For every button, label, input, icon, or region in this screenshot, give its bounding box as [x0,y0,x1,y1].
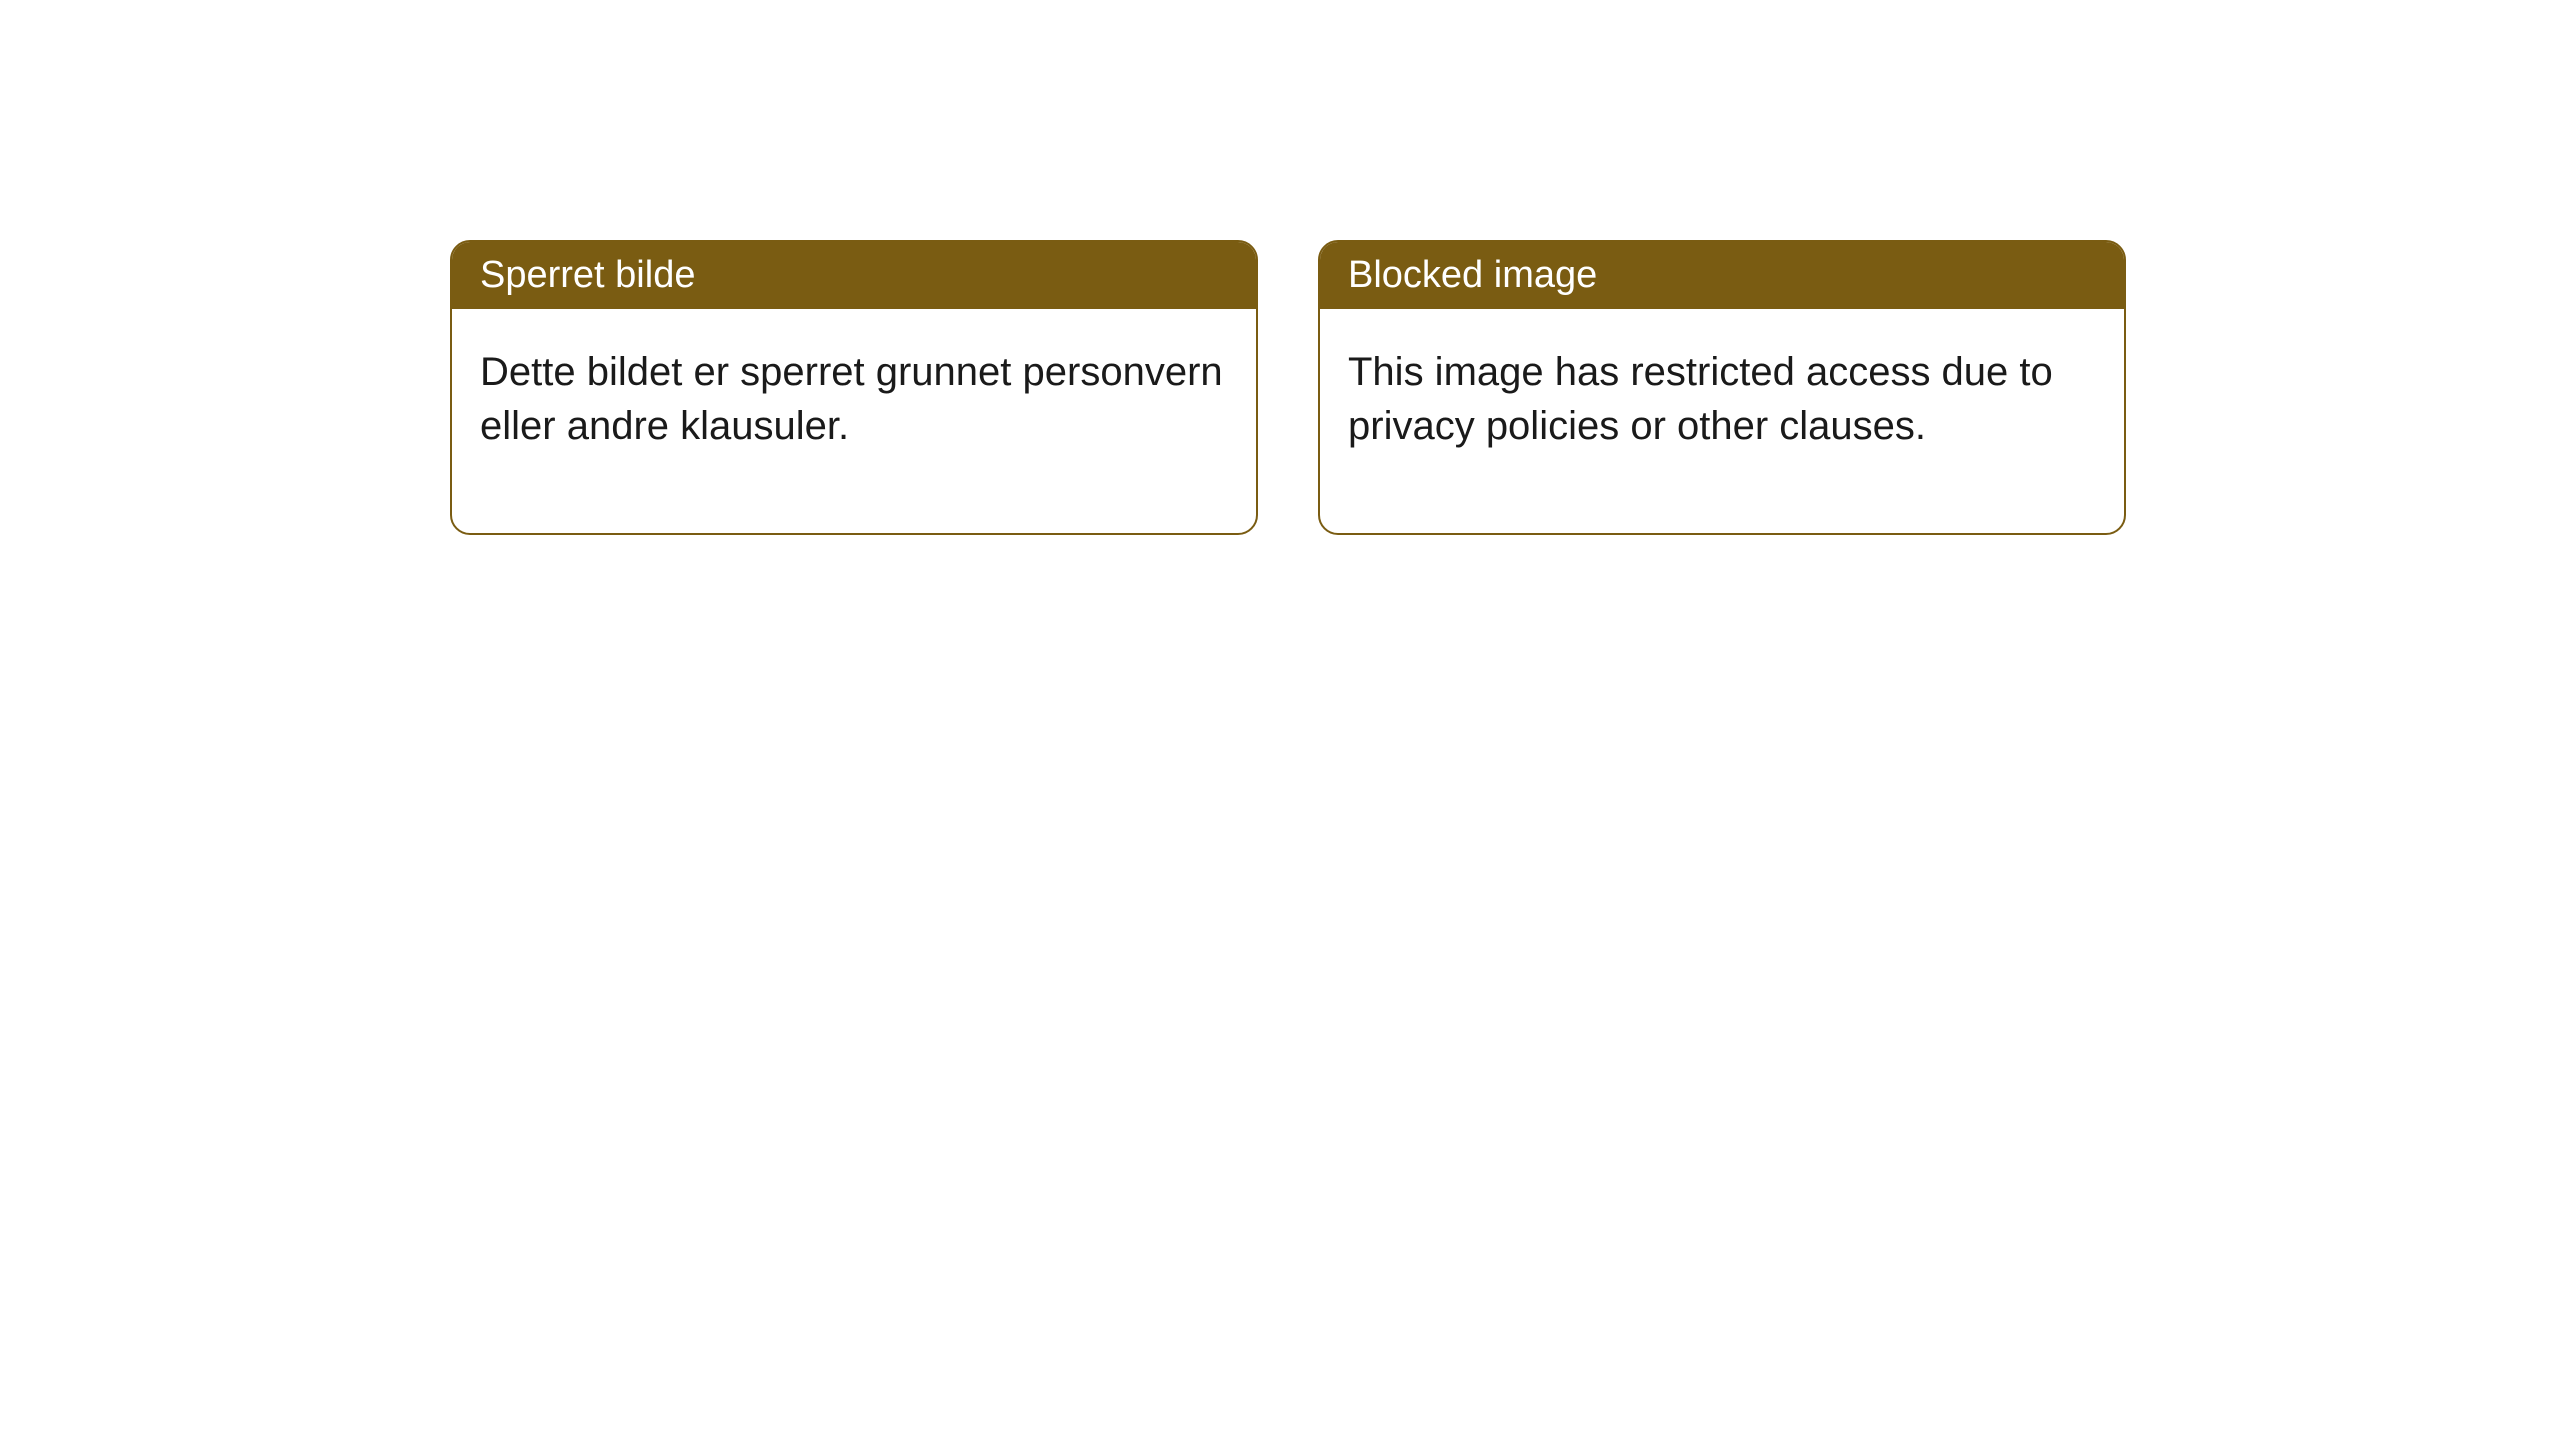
card-title: Sperret bilde [480,254,695,296]
card-body: This image has restricted access due to … [1320,309,2124,533]
card-header: Blocked image [1320,242,2124,309]
card-header: Sperret bilde [452,242,1256,309]
blocked-image-notice-no: Sperret bilde Dette bildet er sperret gr… [450,240,1258,535]
card-title: Blocked image [1348,254,1597,296]
card-body: Dette bildet er sperret grunnet personve… [452,309,1256,533]
card-message: This image has restricted access due to … [1348,350,2053,448]
blocked-image-notice-en: Blocked image This image has restricted … [1318,240,2126,535]
notice-cards-container: Sperret bilde Dette bildet er sperret gr… [450,240,2560,535]
card-message: Dette bildet er sperret grunnet personve… [480,350,1223,448]
